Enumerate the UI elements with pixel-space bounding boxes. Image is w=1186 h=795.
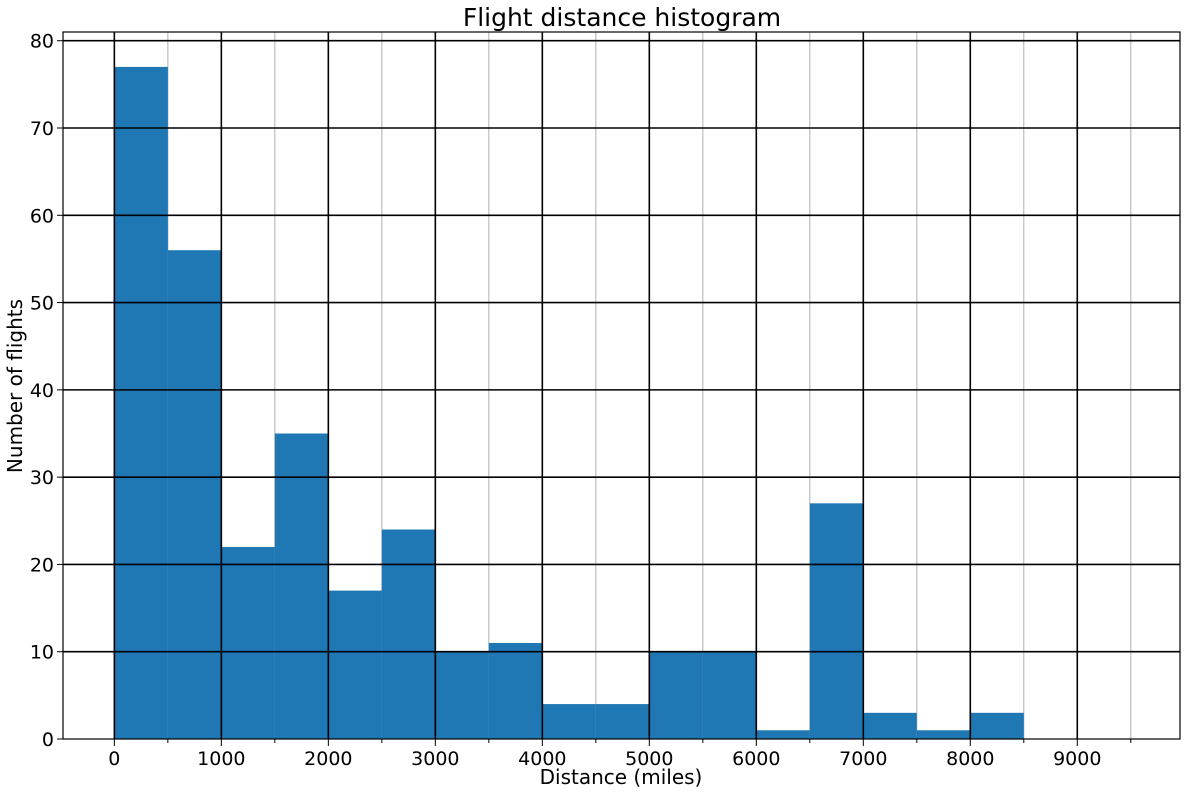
x-tick-label: 8000 bbox=[946, 748, 994, 770]
histogram-bar bbox=[863, 712, 917, 739]
x-axis-label: Distance (miles) bbox=[540, 765, 703, 789]
x-tick-label: 7000 bbox=[839, 748, 887, 770]
histogram-bar bbox=[542, 704, 596, 739]
plot-area-border bbox=[62, 31, 1181, 740]
x-tick-label: 0 bbox=[108, 748, 120, 770]
histogram-bar bbox=[916, 730, 971, 739]
histogram-bar bbox=[970, 712, 1024, 739]
x-tick-label: 6000 bbox=[732, 748, 780, 770]
y-tick-label: 50 bbox=[30, 293, 54, 315]
y-tick-label: 0 bbox=[42, 729, 54, 751]
histogram-bar bbox=[649, 651, 703, 739]
histogram-bar bbox=[381, 529, 436, 739]
chart-title: Flight distance histogram bbox=[463, 3, 781, 32]
y-tick-label: 30 bbox=[30, 467, 54, 489]
y-tick-label: 80 bbox=[30, 31, 54, 53]
minor-grid bbox=[167, 32, 1132, 739]
histogram-bar bbox=[114, 66, 168, 740]
histogram-bar bbox=[328, 590, 382, 739]
x-tick-label: 3000 bbox=[411, 748, 459, 770]
y-tick-label: 20 bbox=[30, 554, 54, 576]
y-tick-label: 70 bbox=[30, 118, 54, 140]
x-tick-label: 2000 bbox=[304, 748, 352, 770]
x-tick-label: 1000 bbox=[197, 748, 245, 770]
major-grid bbox=[63, 32, 1180, 739]
histogram-bar bbox=[702, 651, 757, 739]
histogram-bar bbox=[274, 433, 329, 739]
y-axis-label: Number of flights bbox=[3, 299, 27, 473]
histogram-bar bbox=[167, 250, 222, 739]
y-axis-ticks: 0 10 20 30 40 50 60 70 80 bbox=[30, 31, 63, 751]
histogram-bar bbox=[595, 704, 650, 739]
histogram-bar bbox=[221, 546, 275, 739]
histogram-bar bbox=[488, 642, 543, 739]
y-tick-label: 10 bbox=[30, 642, 54, 664]
x-axis-ticks: 0 1000 2000 3000 4000 5000 6000 7000 8000 9000 bbox=[108, 739, 1132, 770]
x-tick-label: 5000 bbox=[625, 748, 673, 770]
x-tick-label: 4000 bbox=[518, 748, 566, 770]
histogram-bar bbox=[756, 730, 810, 739]
x-tick-label: 9000 bbox=[1053, 748, 1101, 770]
y-tick-label: 60 bbox=[30, 205, 54, 227]
histogram-bar bbox=[435, 651, 489, 739]
y-tick-label: 40 bbox=[30, 380, 54, 402]
bars bbox=[114, 66, 1024, 740]
axes-frame bbox=[62, 31, 1181, 740]
histogram-bar bbox=[809, 503, 864, 739]
